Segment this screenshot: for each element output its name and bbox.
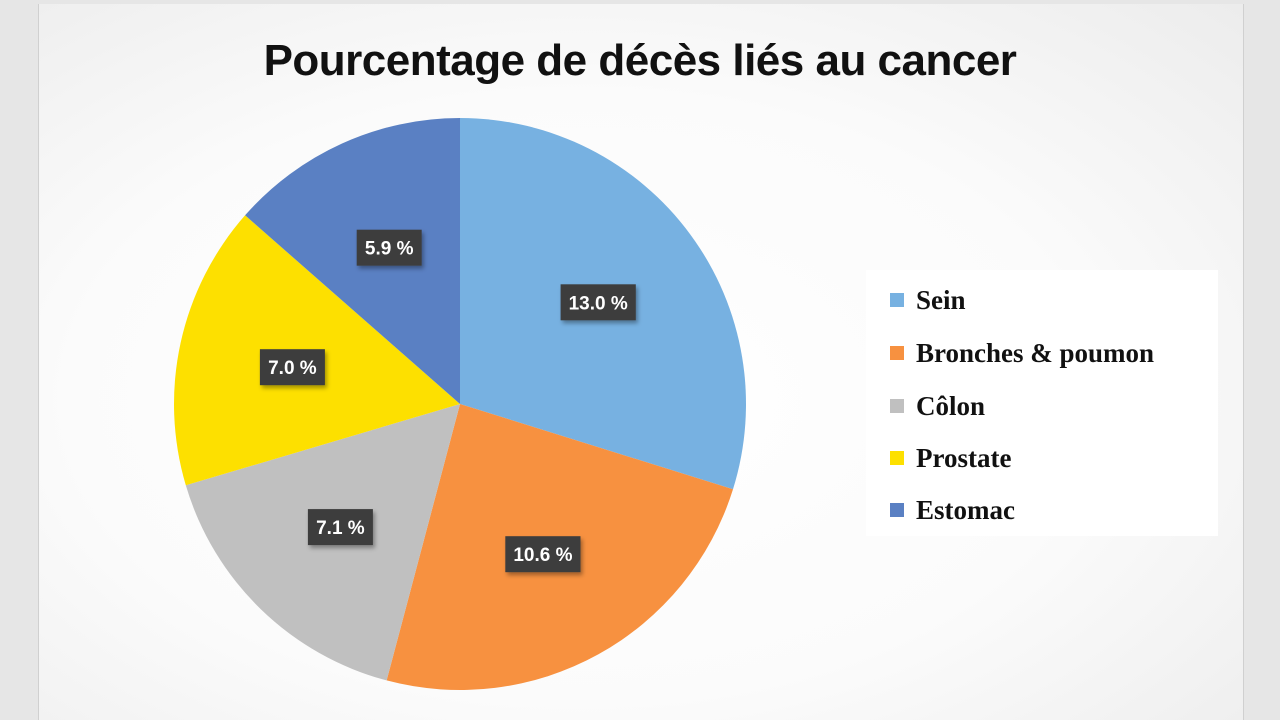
data-label: 7.0 % bbox=[259, 349, 325, 386]
data-label-box bbox=[560, 284, 636, 321]
legend-label: Côlon bbox=[916, 390, 986, 421]
data-label-text: 7.0 % bbox=[268, 358, 317, 379]
data-label: 13.0 % bbox=[560, 284, 636, 321]
pie-slices bbox=[174, 118, 746, 690]
data-label-text: 5.9 % bbox=[365, 239, 414, 260]
legend-label: Prostate bbox=[916, 442, 1012, 473]
data-label-text: 10.6 % bbox=[513, 545, 572, 566]
legend-swatch bbox=[890, 293, 904, 307]
data-label-text: 13.0 % bbox=[569, 293, 628, 314]
data-label-box bbox=[505, 536, 581, 573]
pie-data-labels: 13.0 % 10.6 % 7.1 % 7.0 % 5.9 % bbox=[259, 229, 636, 573]
pie-slice-estomac bbox=[245, 118, 460, 404]
legend-swatch bbox=[890, 503, 904, 517]
data-label-box bbox=[259, 349, 325, 386]
legend-item-bronches-poumon: Bronches & poumon bbox=[890, 333, 1154, 373]
data-label: 5.9 % bbox=[356, 229, 422, 266]
legend-label: Sein bbox=[916, 284, 966, 315]
legend-item-estomac: Estomac bbox=[890, 490, 1015, 530]
legend-label: Bronches & poumon bbox=[916, 337, 1155, 368]
data-label-text: 7.1 % bbox=[316, 518, 365, 539]
legend-label: Estomac bbox=[916, 494, 1015, 525]
data-label: 7.1 % bbox=[307, 509, 373, 546]
legend-item-c-lon: Côlon bbox=[890, 386, 985, 426]
chart-title: Pourcentage de décès liés au cancer bbox=[263, 36, 1017, 85]
legend-item-prostate: Prostate bbox=[890, 438, 1011, 478]
data-label: 10.6 % bbox=[505, 536, 581, 573]
legend-swatch bbox=[890, 399, 904, 413]
legend: Sein Bronches & poumon Côlon Prostate Estoma… bbox=[866, 270, 1218, 536]
data-label-box bbox=[307, 509, 373, 546]
data-label-box bbox=[356, 229, 422, 266]
legend-item-sein: Sein bbox=[890, 280, 966, 320]
legend-swatch bbox=[890, 451, 904, 465]
legend-swatch bbox=[890, 346, 904, 360]
